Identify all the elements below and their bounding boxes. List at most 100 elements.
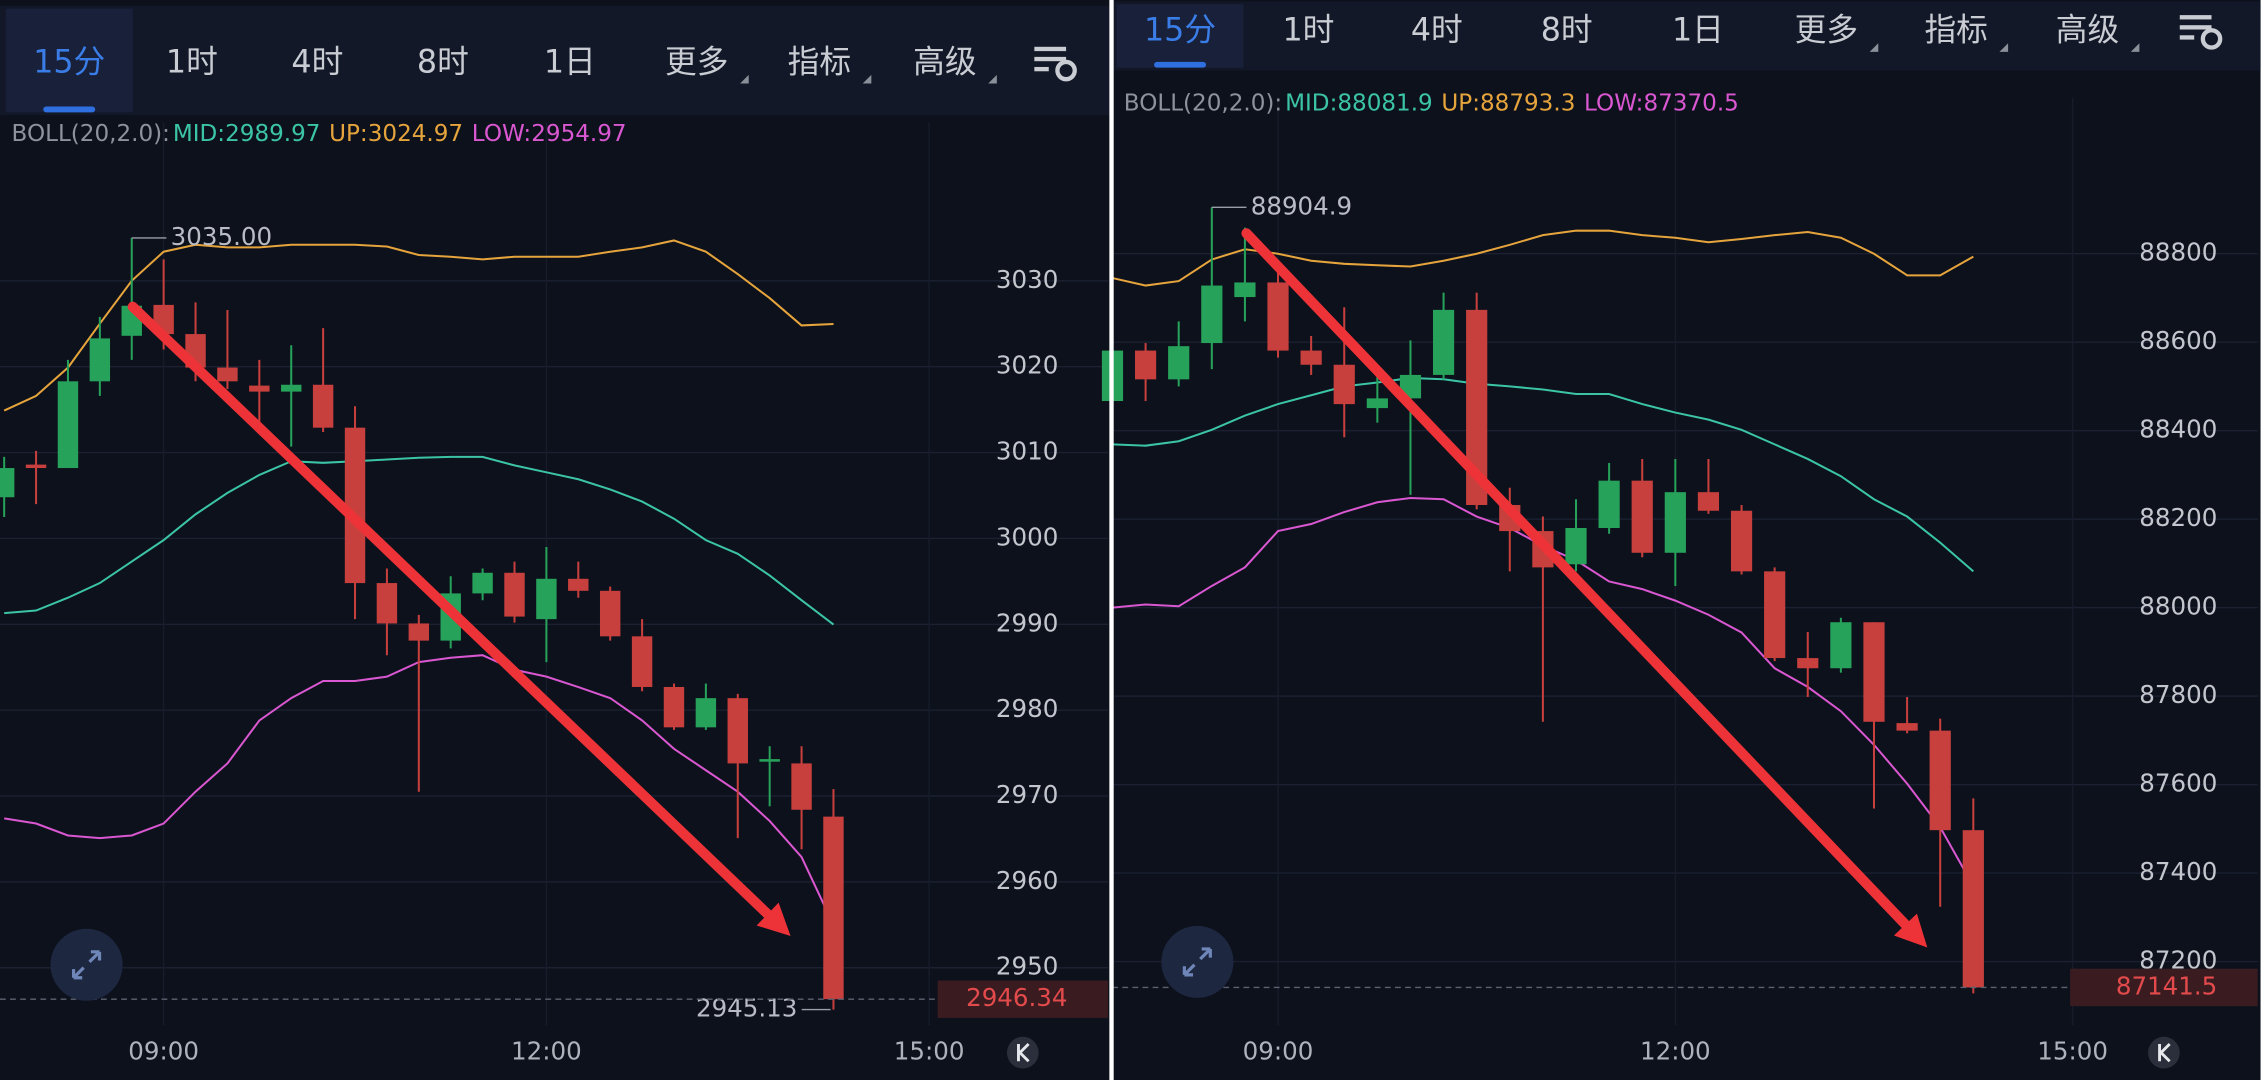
legend-name: LOW:	[1584, 90, 1643, 116]
candle-body	[631, 636, 653, 687]
candle-body	[536, 578, 557, 620]
x-tick-label: 12:00	[511, 1037, 582, 1066]
tab[interactable]: 4时	[291, 44, 343, 80]
tab[interactable]: 4时	[1411, 13, 1463, 49]
settings-icon-gear[interactable]	[2200, 28, 2223, 50]
legend-value: 88081.9	[1337, 90, 1432, 116]
tab-bar	[1112, 1, 2261, 71]
tab[interactable]: 更多	[665, 44, 728, 80]
tab[interactable]: 高级	[2056, 13, 2119, 49]
y-tick-label: 88000	[2139, 592, 2217, 621]
candle-body	[1962, 830, 1984, 988]
zoom-icon	[71, 950, 102, 980]
candle-body	[727, 698, 748, 764]
candle-body	[25, 464, 47, 469]
tab[interactable]: 高级	[913, 44, 976, 80]
y-tick-label: 2980	[996, 694, 1058, 723]
kline-button[interactable]	[2148, 1036, 2180, 1069]
candle-body	[1631, 480, 1653, 553]
tab[interactable]: 1时	[166, 44, 218, 80]
settings-icon-line[interactable]	[2179, 25, 2212, 30]
panel-background	[1112, 0, 2261, 1080]
candle-body	[1664, 492, 1686, 553]
candle-body	[1797, 658, 1819, 669]
last-price-label: 87141.5	[2116, 971, 2217, 1000]
y-tick-label: 88400	[2139, 415, 2217, 444]
candle-body	[217, 367, 238, 382]
panel-divider	[1109, 0, 1114, 1080]
active-tab-indicator	[1154, 61, 1207, 68]
candle-body	[1366, 398, 1388, 409]
settings-icon-line[interactable]	[2179, 35, 2195, 40]
legend-indicator: BOLL(20,2.0):	[1124, 90, 1282, 116]
candle-body	[0, 468, 15, 498]
candle-body	[344, 427, 366, 584]
candle-body	[663, 686, 685, 728]
legend: BOLL(20,2.0): MID:2989.97 UP:3024.97 LOW:29…	[12, 120, 627, 146]
x-tick-label: 15:00	[894, 1037, 965, 1066]
x-tick-label: 09:00	[1243, 1037, 1314, 1066]
settings-icon-line[interactable]	[1034, 66, 1049, 72]
x-tick-label: 12:00	[1640, 1037, 1711, 1066]
candle-body	[1863, 622, 1885, 722]
candle-body	[791, 763, 812, 810]
tab[interactable]: 15分	[33, 44, 105, 80]
dropdown-triangle	[740, 74, 749, 84]
last-price-tag	[937, 980, 1108, 1018]
legend-name: LOW:	[472, 120, 531, 146]
candle-body	[281, 384, 302, 392]
candle-body	[1134, 350, 1157, 380]
x-tick-label: 15:00	[2037, 1037, 2108, 1066]
candle-body	[472, 572, 493, 594]
candle-body	[1168, 346, 1190, 380]
legend-name: UP:	[329, 120, 368, 146]
tab[interactable]: 指标	[1924, 13, 1987, 49]
y-tick-label: 88200	[2139, 503, 2217, 532]
tab[interactable]: 1日	[1672, 13, 1724, 49]
settings-icon-line[interactable]	[1034, 56, 1067, 62]
y-tick-label: 2950	[996, 952, 1058, 981]
candle-body	[695, 698, 717, 728]
legend-name: MID:	[1285, 90, 1337, 116]
dropdown-triangle	[988, 74, 997, 84]
candle-body	[599, 590, 621, 637]
zoom-button[interactable]	[50, 928, 123, 1001]
tab[interactable]: 指标	[788, 44, 851, 80]
candle-body	[1300, 350, 1322, 365]
candle-body	[1234, 282, 1256, 298]
active-tab-bg	[1116, 4, 1244, 68]
legend-value: 87370.5	[1643, 90, 1738, 116]
candle-body	[312, 384, 334, 428]
legend-value: 3024.97	[368, 120, 463, 146]
candle-body	[1201, 285, 1223, 344]
legend-indicator: BOLL(20,2.0):	[12, 120, 170, 146]
y-tick-label: 87600	[2139, 769, 2217, 798]
trend-arrow-shaft	[127, 301, 773, 920]
settings-icon-line[interactable]	[2179, 15, 2212, 20]
tab[interactable]: 15分	[1144, 13, 1216, 49]
chart-panel: 15分 1时 4时 8时 1日 更多 指标 高级87200874008760087800880…	[1101, 0, 2261, 1080]
legend-value: 88793.3	[1480, 90, 1575, 116]
tab[interactable]: 更多	[1795, 13, 1858, 49]
y-tick-label: 3020	[996, 351, 1058, 380]
band-line	[1112, 376, 1974, 573]
kline-button[interactable]	[1006, 1036, 1039, 1069]
settings-icon-line[interactable]	[1034, 46, 1067, 52]
low-label: 2945.13	[696, 994, 797, 1023]
panel-background	[0, 0, 1111, 1080]
zoom-icon	[1182, 947, 1212, 977]
zoom-button[interactable]	[1161, 925, 1234, 998]
last-price-label: 2946.34	[966, 983, 1067, 1012]
settings-icon-gear[interactable]	[1055, 59, 1077, 82]
active-tab-bg	[5, 8, 133, 113]
tab[interactable]: 8时	[417, 44, 469, 80]
trend-arrow-head	[1893, 913, 1928, 948]
tab[interactable]: 1日	[544, 44, 596, 80]
y-tick-label: 3030	[996, 265, 1058, 294]
candle-body	[408, 623, 430, 641]
y-tick-label: 3010	[996, 437, 1058, 466]
tab[interactable]: 1时	[1282, 13, 1334, 49]
band-line	[3, 239, 834, 412]
tab[interactable]: 8时	[1541, 13, 1593, 49]
